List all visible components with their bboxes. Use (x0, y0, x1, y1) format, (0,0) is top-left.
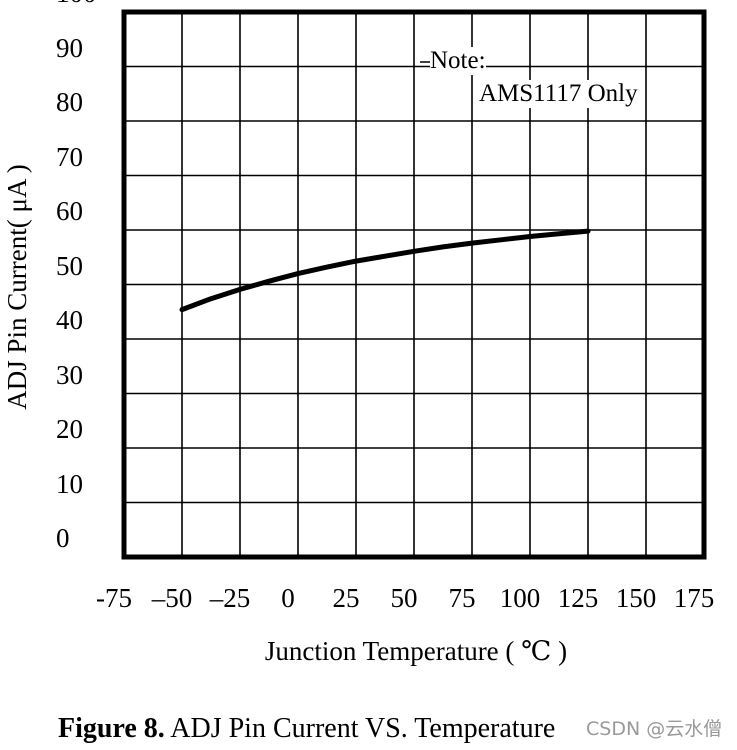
y-tick-label: 10 (56, 468, 83, 499)
figure-caption: Figure 8. ADJ Pin Current VS. Temperatur… (58, 713, 555, 745)
x-tick-label: 75 (448, 583, 476, 613)
y-tick-label: 90 (56, 32, 83, 63)
x-tick-label: 100 (499, 583, 541, 613)
y-tick-label: 20 (56, 414, 83, 444)
note-title: Note: (430, 47, 486, 75)
x-tick-label: 150 (615, 583, 657, 613)
y-tick-label: 60 (56, 196, 83, 226)
x-tick-label: 0 (281, 583, 295, 613)
watermark: CSDN @云水僧 (586, 718, 723, 740)
y-tick-label: 70 (56, 141, 83, 172)
grid-lines (124, 12, 704, 557)
y-tick-label: 0 (56, 523, 70, 553)
x-tick-label: -75 (96, 583, 132, 613)
y-axis-label: ADJ Pin Current( μA ) (2, 164, 32, 410)
y-tick-label: 40 (56, 305, 83, 335)
x-tick-label: 50 (390, 583, 418, 613)
plot-frame (121, 9, 707, 560)
x-tick-label: 175 (673, 583, 715, 613)
figure-caption-text: ADJ Pin Current VS. Temperature (164, 713, 556, 744)
figure-label: Figure 8. (58, 713, 165, 744)
x-tick-label: 125 (557, 583, 599, 613)
x-tick-label: –25 (209, 583, 251, 613)
y-tick-label: 30 (56, 359, 83, 390)
x-tick-label: 25 (332, 583, 360, 613)
x-tick-label: –50 (151, 583, 193, 613)
y-tick-label: 80 (56, 87, 83, 117)
y-tick-label: 100 (56, 0, 104, 8)
series-line-adj-pin-current (179, 228, 591, 313)
note-text: AMS1117 Only (479, 80, 638, 108)
x-axis-label: Junction Temperature ( ℃ ) (264, 636, 568, 666)
y-tick-label: 50 (56, 250, 83, 281)
